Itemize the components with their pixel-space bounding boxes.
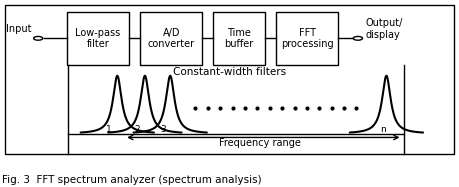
FancyBboxPatch shape [275, 12, 337, 65]
FancyBboxPatch shape [67, 12, 129, 65]
Text: 3: 3 [160, 125, 166, 134]
Text: Frequency range: Frequency range [218, 138, 300, 148]
FancyBboxPatch shape [140, 12, 202, 65]
FancyBboxPatch shape [5, 5, 453, 154]
Text: 1: 1 [106, 125, 112, 134]
Text: FFT
processing: FFT processing [280, 27, 333, 49]
Text: Output/
display: Output/ display [365, 18, 402, 40]
Text: 2: 2 [134, 125, 140, 134]
Text: Time
buffer: Time buffer [224, 27, 253, 49]
Text: Fig. 3  FFT spectrum analyzer (spectrum analysis): Fig. 3 FFT spectrum analyzer (spectrum a… [2, 175, 261, 185]
FancyBboxPatch shape [212, 12, 265, 65]
Text: n: n [380, 125, 385, 134]
Text: Low-pass
filter: Low-pass filter [75, 27, 120, 49]
Text: Input: Input [6, 24, 31, 34]
Text: Constant-width filters: Constant-width filters [173, 67, 286, 77]
Text: A/D
converter: A/D converter [147, 27, 195, 49]
